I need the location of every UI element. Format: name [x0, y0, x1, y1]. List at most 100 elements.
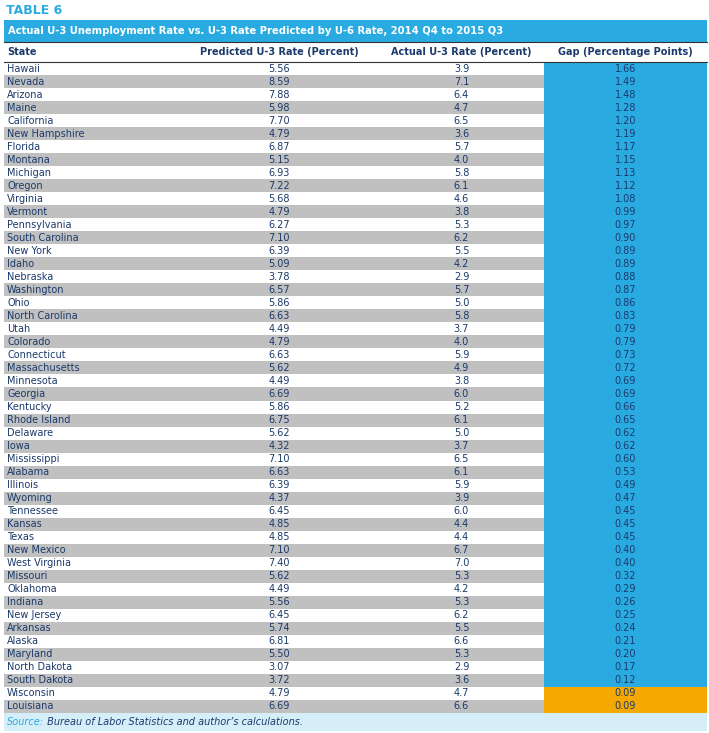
Bar [4, 452, 179, 465]
Bar [544, 492, 707, 505]
Text: Texas: Texas [7, 532, 34, 542]
Bar [179, 375, 379, 388]
Text: 1.20: 1.20 [615, 116, 636, 125]
Text: 7.70: 7.70 [268, 116, 290, 125]
Text: 3.8: 3.8 [454, 207, 469, 217]
Bar [179, 388, 379, 400]
Text: 5.5: 5.5 [454, 246, 469, 256]
Text: 0.73: 0.73 [615, 350, 636, 360]
Bar [179, 609, 379, 622]
Text: 3.7: 3.7 [454, 324, 469, 334]
Bar [4, 336, 179, 348]
Text: North Carolina: North Carolina [7, 311, 77, 321]
Text: 5.86: 5.86 [268, 298, 290, 308]
Text: 8.59: 8.59 [268, 76, 290, 86]
Bar [379, 62, 544, 75]
Bar [379, 661, 544, 674]
Text: 4.37: 4.37 [268, 493, 290, 503]
Text: 4.6: 4.6 [454, 194, 469, 204]
Text: 5.09: 5.09 [268, 259, 290, 269]
Bar [4, 479, 179, 492]
Text: 0.86: 0.86 [615, 298, 636, 308]
Bar [4, 700, 179, 713]
Text: 0.26: 0.26 [615, 597, 636, 608]
Bar [544, 583, 707, 596]
Bar [179, 635, 379, 648]
Bar [179, 244, 379, 257]
Text: 5.9: 5.9 [454, 350, 469, 360]
Text: Maine: Maine [7, 103, 36, 113]
Text: 5.3: 5.3 [454, 649, 469, 660]
Text: Pennsylvania: Pennsylvania [7, 220, 72, 229]
Bar [379, 413, 544, 427]
Text: 4.32: 4.32 [268, 441, 290, 451]
Bar [544, 244, 707, 257]
Bar [4, 635, 179, 648]
Text: Alaska: Alaska [7, 636, 39, 647]
Text: Alabama: Alabama [7, 467, 50, 477]
Bar [4, 2, 707, 20]
Text: 1.15: 1.15 [615, 155, 636, 165]
Bar [544, 231, 707, 244]
Text: 6.1: 6.1 [454, 467, 469, 477]
Bar [179, 101, 379, 114]
Text: 6.63: 6.63 [268, 350, 290, 360]
Text: 6.7: 6.7 [454, 545, 469, 556]
Text: 3.8: 3.8 [454, 376, 469, 386]
Text: 4.2: 4.2 [454, 584, 469, 594]
Bar [544, 336, 707, 348]
Text: 4.79: 4.79 [268, 337, 290, 347]
Bar [544, 270, 707, 284]
Bar [379, 270, 544, 284]
Text: 5.86: 5.86 [268, 402, 290, 412]
Bar [4, 361, 179, 375]
Bar [379, 557, 544, 570]
Bar [544, 284, 707, 296]
Bar [379, 361, 544, 375]
Bar [179, 492, 379, 505]
Bar [379, 140, 544, 153]
Bar [179, 62, 379, 75]
Bar [544, 153, 707, 166]
Text: 4.0: 4.0 [454, 337, 469, 347]
Text: 5.3: 5.3 [454, 597, 469, 608]
Bar [4, 179, 179, 192]
Bar [179, 348, 379, 361]
Text: 6.4: 6.4 [454, 89, 469, 100]
Text: 2.9: 2.9 [454, 663, 469, 672]
Bar [379, 323, 544, 336]
Text: 1.28: 1.28 [615, 103, 636, 113]
Bar [379, 218, 544, 231]
Text: Ohio: Ohio [7, 298, 30, 308]
Text: 0.12: 0.12 [615, 675, 636, 685]
Text: 0.40: 0.40 [615, 545, 636, 556]
Text: 5.56: 5.56 [268, 64, 290, 73]
Text: 0.83: 0.83 [615, 311, 636, 321]
Bar [544, 440, 707, 452]
Text: 6.87: 6.87 [268, 141, 290, 152]
Text: Source:: Source: [7, 717, 44, 727]
Bar [4, 205, 179, 218]
Text: 4.79: 4.79 [268, 688, 290, 699]
Text: Actual U-3 Unemployment Rate vs. U-3 Rate Predicted by U-6 Rate, 2014 Q4 to 2015: Actual U-3 Unemployment Rate vs. U-3 Rat… [8, 26, 503, 36]
Text: Florida: Florida [7, 141, 40, 152]
Bar [4, 75, 179, 88]
Bar [379, 531, 544, 544]
Bar [4, 517, 179, 531]
Text: 0.79: 0.79 [615, 337, 636, 347]
Bar [379, 609, 544, 622]
Bar [4, 270, 179, 284]
Bar [4, 20, 707, 42]
Bar [379, 348, 544, 361]
Bar [544, 348, 707, 361]
Text: 0.45: 0.45 [615, 532, 636, 542]
Text: 2.9: 2.9 [454, 272, 469, 281]
Bar [4, 101, 179, 114]
Bar [544, 517, 707, 531]
Text: South Carolina: South Carolina [7, 233, 79, 243]
Bar [179, 309, 379, 323]
Text: 3.72: 3.72 [268, 675, 290, 685]
Text: Missouri: Missouri [7, 571, 48, 581]
Text: 4.0: 4.0 [454, 155, 469, 165]
Text: 7.1: 7.1 [454, 76, 469, 86]
